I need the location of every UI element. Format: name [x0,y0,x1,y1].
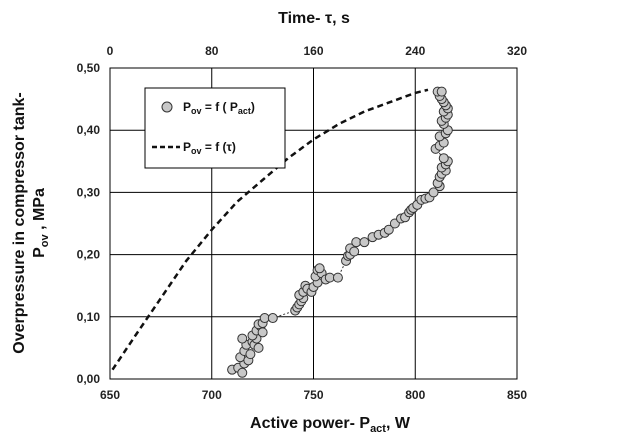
left-tick-label: 0,30 [77,185,101,199]
scatter-point [245,349,256,360]
bottom-axis-title-unit: , W [386,415,411,432]
top-axis-ticks: 0 80 160 240 320 [107,44,528,58]
top-tick-label: 320 [507,44,527,58]
left-axis-ticks: 0,00 0,10 0,20 0,30 0,40 0,50 [77,61,101,386]
bottom-axis-title: Active power- Pact, W [250,415,411,435]
left-tick-label: 0,00 [77,372,101,386]
left-tick-label: 0,40 [77,123,101,137]
scatter-point [267,313,278,324]
bottom-axis-title-sub: act [370,423,386,435]
scatter-point [237,367,248,378]
left-axis-title-line1: Overpressure in compressor tank- [11,92,28,353]
scatter-point [428,187,439,198]
series-power-scatter [227,86,453,378]
scatter-point [253,342,264,353]
legend-marker-scatter [161,101,173,113]
left-tick-label: 0,50 [77,61,101,75]
legend: Pov = f ( Pact) Pov = f (τ) [144,87,286,169]
left-axis-title-line2-unit: , MPa [31,188,48,234]
top-tick-label: 240 [405,44,425,58]
scatter-point [359,237,370,248]
dashed-series-line [111,88,429,371]
left-axis-title-line2-sub: ov [39,233,51,247]
legend-box [144,87,286,169]
scatter-point [332,272,343,283]
top-tick-label: 0 [107,44,114,58]
plot-area-frame [109,67,518,380]
legend-label-scatter: Pov = f ( Pact) [183,100,255,116]
left-axis-title-line2-main: P [31,247,48,258]
left-tick-label: 0,20 [77,248,101,262]
top-axis-title: Time- τ, s [278,10,350,27]
left-tick-label: 0,10 [77,310,101,324]
scatter-point [438,153,449,164]
bottom-tick-label: 750 [303,388,323,402]
scatter-point [237,333,248,344]
scatter-point [349,246,360,257]
bottom-tick-label: 800 [405,388,425,402]
legend-label-dashed: Pov = f (τ) [183,140,236,156]
bottom-tick-label: 650 [100,388,120,402]
series-time-dashed [111,88,429,371]
left-axis-title: Overpressure in compressor tank- Pov , M… [11,92,51,353]
bottom-axis-ticks: 650 700 750 800 850 [100,388,527,402]
top-tick-label: 160 [303,44,323,58]
bottom-tick-label: 850 [507,388,527,402]
scatter-point [257,327,268,338]
scatter-point [314,263,325,274]
scatter-point [436,86,447,97]
bottom-axis-title-main: Active power- P [250,415,370,432]
bottom-tick-label: 700 [202,388,222,402]
top-tick-label: 80 [205,44,219,58]
left-axis-title-line2: Pov , MPa [31,188,51,258]
scatter-point [383,224,394,235]
